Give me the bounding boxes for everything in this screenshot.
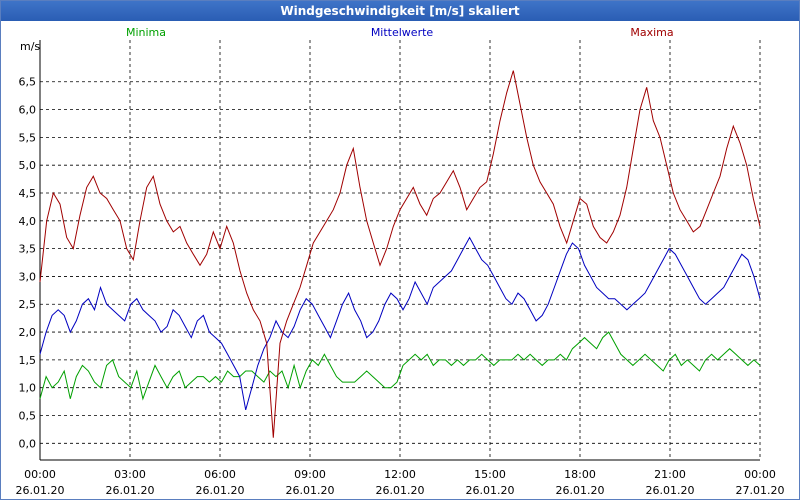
x-tick-date: 26.01.20 [196, 484, 245, 497]
window-title: Windgeschwindigkeit [m/s] skaliert [1, 1, 799, 21]
x-tick-time: 00:00 [24, 468, 56, 481]
y-tick-label: 4,0 [19, 215, 37, 228]
x-tick-time: 03:00 [114, 468, 146, 481]
x-tick-time: 00:00 [744, 468, 776, 481]
series-line-minima [39, 331, 761, 401]
y-tick-label: 1,5 [19, 354, 37, 367]
y-tick-label: 1,0 [19, 382, 37, 395]
x-tick-date: 27.01.20 [736, 484, 785, 497]
y-tick-label: 2,5 [19, 298, 37, 311]
y-axis: 0,0 0,5 1,0 1,5 2,0 2,5 3,0 3,5 4,0 4,5 5,0 5,5 6,0 6… [19, 76, 37, 451]
y-tick-label: 6,0 [19, 104, 37, 117]
grid [39, 40, 761, 461]
x-tick-date: 26.01.20 [556, 484, 605, 497]
series-lines [39, 70, 761, 438]
legend-mittelwerte: Mittelwerte [371, 26, 434, 39]
x-tick-date: 26.01.20 [16, 484, 65, 497]
y-tick-label: 0,5 [19, 409, 37, 422]
x-tick-time: 06:00 [204, 468, 236, 481]
series-line-maxima [39, 70, 761, 438]
legend-minima: Minima [126, 26, 166, 39]
x-tick-time: 21:00 [654, 468, 686, 481]
y-tick-label: 5,0 [19, 159, 37, 172]
y-tick-label: 2,0 [19, 326, 37, 339]
y-tick-label: 0,0 [19, 437, 37, 450]
y-tick-label: 6,5 [19, 76, 37, 89]
x-tick-date: 26.01.20 [286, 484, 335, 497]
x-tick-time: 09:00 [294, 468, 326, 481]
x-tick-date: 26.01.20 [106, 484, 155, 497]
y-tick-label: 3,0 [19, 270, 37, 283]
legend-maxima: Maxima [630, 26, 673, 39]
y-tick-label: 5,5 [19, 131, 37, 144]
series-line-mittelwerte [39, 236, 761, 411]
y-axis-label: m/s [20, 40, 40, 53]
x-tick-time: 18:00 [564, 468, 596, 481]
x-axis: 00:00 26.01.20 03:00 26.01.20 06:00 26.01.20 0… [16, 468, 785, 497]
x-tick-date: 26.01.20 [646, 484, 695, 497]
y-tick-label: 3,5 [19, 243, 37, 256]
x-tick-time: 12:00 [384, 468, 416, 481]
x-tick-time: 15:00 [474, 468, 506, 481]
y-tick-label: 4,5 [19, 187, 37, 200]
x-tick-date: 26.01.20 [376, 484, 425, 497]
x-tick-date: 26.01.20 [466, 484, 515, 497]
